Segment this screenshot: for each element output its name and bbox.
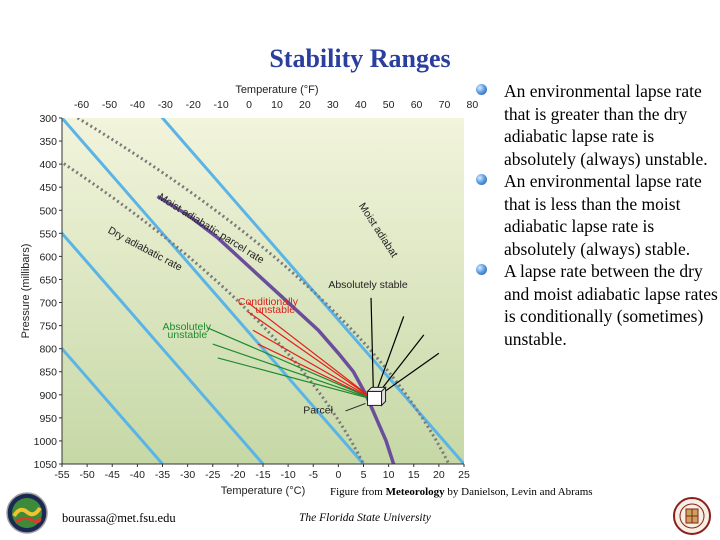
y-tick-label: 600: [39, 251, 57, 263]
conditional-lapse-line: [247, 302, 374, 400]
y-tick-label: 850: [39, 367, 57, 379]
dry-adiabat-line: [62, 346, 164, 464]
bullet-item: An environmental lapse rate that is grea…: [470, 80, 720, 170]
x-tick-label: 20: [433, 469, 445, 481]
y-axis-title: Pressure (millibars): [20, 244, 32, 339]
top-tick-label: 30: [327, 99, 339, 111]
x-tick-label: -10: [281, 469, 296, 481]
stable-lapse-line: [372, 316, 405, 400]
stable-lapse-line: [370, 297, 375, 400]
credit-prefix: Figure from: [330, 486, 386, 498]
bullet-item: A lapse rate between the dry and moist a…: [470, 260, 720, 350]
top-tick-label: 0: [246, 99, 252, 111]
conditional-lapse-line: [252, 329, 374, 400]
conditional-lapse-line: [257, 343, 374, 400]
y-tick-label: 1000: [34, 436, 58, 448]
x-tick-label: -40: [130, 469, 145, 481]
moist-adiabat-line: [62, 160, 365, 464]
y-tick-label: 800: [39, 344, 57, 356]
parcel-label: Parcel: [303, 404, 333, 416]
y-tick-label: 900: [39, 390, 57, 402]
x-tick-label: -15: [255, 469, 270, 481]
top-tick-label: -60: [74, 99, 89, 111]
bullet-text: A lapse rate between the dry and moist a…: [504, 261, 718, 349]
unstable-lapse-line: [207, 327, 374, 400]
top-tick-label: 20: [299, 99, 311, 111]
unstable-lapse-line: [217, 357, 374, 400]
figure-credit: Figure from Meteorology by Danielson, Le…: [330, 486, 593, 498]
unstable-lapse-line: [212, 343, 374, 400]
top-tick-label: 70: [439, 99, 451, 111]
y-tick-label: 1050: [34, 459, 58, 471]
bullet-dot-icon: [476, 84, 487, 95]
plot-background: [62, 118, 464, 464]
university-seal-icon: [673, 497, 711, 535]
top-tick-label: -50: [102, 99, 117, 111]
absolutely-unstable-label: Absolutely: [163, 321, 212, 333]
credit-book: Meteorology: [385, 486, 445, 498]
y-tick-label: 500: [39, 205, 57, 217]
x-tick-label: -50: [80, 469, 95, 481]
bullet-list: An environmental lapse rate that is grea…: [470, 80, 720, 350]
bullet-dot-icon: [476, 264, 487, 275]
y-tick-label: 650: [39, 274, 57, 286]
top-tick-label: 60: [411, 99, 423, 111]
bullet-item: An environmental lapse rate that is less…: [470, 170, 720, 260]
y-tick-label: 700: [39, 298, 57, 310]
y-tick-label: 950: [39, 413, 57, 425]
x-tick-label: -5: [309, 469, 318, 481]
department-logo-icon: [6, 492, 48, 534]
top-axis-title: Temperature (°F): [235, 84, 318, 96]
x-tick-label: 15: [408, 469, 420, 481]
x-tick-label: 0: [335, 469, 341, 481]
top-tick-label: -20: [186, 99, 201, 111]
parcel-box: [366, 386, 387, 407]
y-tick-label: 450: [39, 182, 57, 194]
dry-adiabat-line: [62, 231, 265, 464]
parcel-pointer: [345, 402, 366, 412]
top-tick-label: -10: [214, 99, 229, 111]
slide-title: Stability Ranges: [269, 44, 451, 73]
top-tick-label: 40: [355, 99, 367, 111]
x-tick-label: -25: [205, 469, 220, 481]
x-tick-label: -45: [105, 469, 120, 481]
x-tick-label: -55: [54, 469, 69, 481]
top-tick-label: -30: [158, 99, 173, 111]
footer-university: The Florida State University: [299, 512, 431, 524]
x-tick-label: -35: [155, 469, 170, 481]
conditional-lapse-line: [247, 311, 374, 400]
y-tick-label: 350: [39, 136, 57, 148]
conditionally-unstable-label: Conditionally: [238, 296, 299, 308]
x-tick-label: 10: [383, 469, 395, 481]
credit-suffix: by Danielson, Levin and Abrams: [444, 486, 593, 498]
parcel-box-side: [381, 386, 387, 407]
x-tick-label: 25: [458, 469, 470, 481]
y-tick-label: 400: [39, 159, 57, 171]
y-tick-label: 550: [39, 228, 57, 240]
top-tick-label: 80: [467, 99, 479, 111]
parcel-box-front: [367, 390, 383, 406]
top-tick-label: 50: [383, 99, 395, 111]
x-tick-label: -30: [180, 469, 195, 481]
x-axis-title: Temperature (°C): [221, 485, 305, 497]
x-tick-label: 5: [361, 469, 367, 481]
y-tick-label: 750: [39, 321, 57, 333]
top-tick-label: -40: [130, 99, 145, 111]
bullet-dot-icon: [476, 174, 487, 185]
y-tick-label: 300: [39, 113, 57, 125]
x-tick-label: -20: [230, 469, 245, 481]
conditionally-unstable-label: unstable: [255, 304, 295, 316]
absolutely-unstable-label: unstable: [168, 329, 208, 341]
bullet-text: An environmental lapse rate that is less…: [504, 171, 702, 259]
absolutely-stable-label: Absolutely stable: [328, 279, 408, 291]
footer-email: bourassa@met.fsu.edu: [62, 511, 176, 525]
dry-adiabat-line: [62, 118, 365, 464]
top-tick-label: 10: [271, 99, 283, 111]
parcel-curve-line: [156, 194, 396, 464]
bullet-text: An environmental lapse rate that is grea…: [504, 81, 708, 169]
moist-adiabat-line: [74, 118, 451, 464]
